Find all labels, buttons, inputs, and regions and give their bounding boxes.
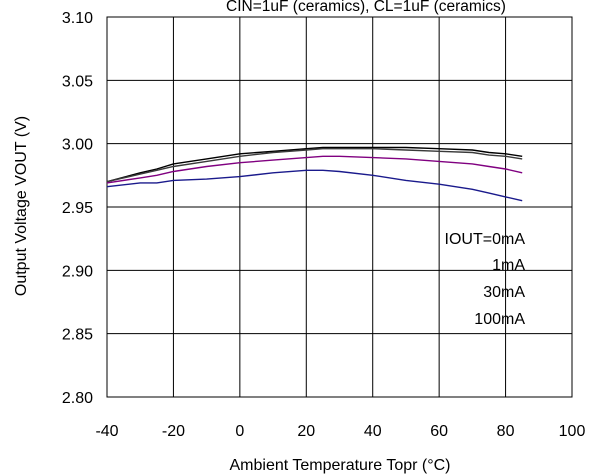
y-tick-label: 2.95 bbox=[62, 200, 93, 217]
x-tick-label: 60 bbox=[430, 423, 448, 440]
series-line-30ma bbox=[106, 155, 523, 184]
y-tick-label: 2.90 bbox=[62, 263, 93, 280]
chart-annotation: CIN=1uF (ceramics), CL=1uF (ceramics) bbox=[226, 0, 506, 15]
x-tick-label: 20 bbox=[297, 423, 315, 440]
grid bbox=[107, 17, 572, 397]
x-tick-label: -20 bbox=[162, 423, 185, 440]
legend-entry: 100mA bbox=[474, 311, 525, 328]
x-tick-label: 80 bbox=[497, 423, 515, 440]
y-tick-label: 3.00 bbox=[62, 137, 93, 154]
series-line-1ma bbox=[106, 147, 523, 183]
x-tick-label: 100 bbox=[559, 423, 586, 440]
series-line-iout-0ma bbox=[106, 146, 523, 183]
x-axis-label: Ambient Temperature Topr (°C) bbox=[229, 457, 450, 474]
y-tick-label: 3.05 bbox=[62, 73, 93, 90]
x-tick-label: 0 bbox=[235, 423, 244, 440]
series-lines bbox=[106, 146, 523, 202]
legend-entry: 1mA bbox=[492, 257, 525, 274]
y-tick-label: 2.80 bbox=[62, 390, 93, 407]
y-tick-labels: 3.10 3.05 3.00 2.95 2.90 2.85 2.80 bbox=[62, 10, 93, 407]
y-axis-label: Output Voltage VOUT (V) bbox=[13, 116, 30, 296]
legend: IOUT=0mA 1mA 30mA 100mA bbox=[445, 231, 526, 328]
x-tick-label: -40 bbox=[95, 423, 118, 440]
y-tick-label: 3.10 bbox=[62, 10, 93, 27]
legend-entry: 30mA bbox=[483, 284, 525, 301]
legend-entry: IOUT=0mA bbox=[445, 231, 526, 248]
plot-frame bbox=[106, 16, 573, 398]
x-tick-labels: -40 -20 0 20 40 60 80 100 bbox=[95, 423, 585, 440]
x-tick-label: 40 bbox=[364, 423, 382, 440]
series-line-100ma bbox=[106, 169, 523, 202]
y-tick-label: 2.85 bbox=[62, 327, 93, 344]
